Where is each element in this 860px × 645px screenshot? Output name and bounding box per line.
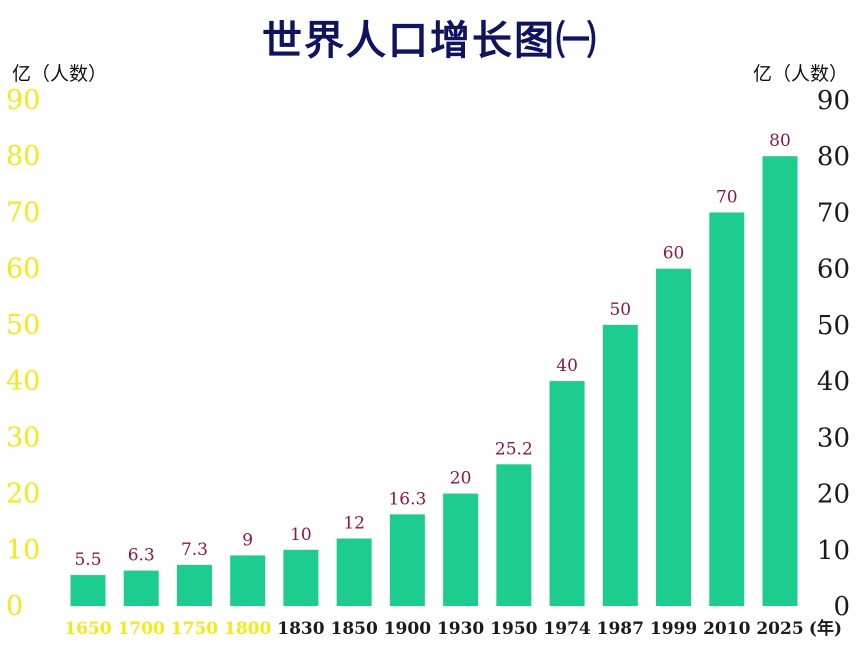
bar xyxy=(602,324,638,606)
bar xyxy=(176,564,212,606)
bar xyxy=(549,381,585,606)
x-tick-label: 1830 xyxy=(277,619,324,639)
chart-title: 世界人口增长图㈠ xyxy=(262,17,598,64)
x-tick-label: 1800 xyxy=(224,619,271,639)
bar-value-label: 16.3 xyxy=(388,489,426,509)
x-tick-label: 2025 xyxy=(756,619,803,639)
bars-group xyxy=(70,156,798,606)
x-tick-label: 1750 xyxy=(171,619,218,639)
left-tick-label: 50 xyxy=(6,310,40,341)
left-axis-ticks: 0 10 20 30 40 50 60 70 80 90 xyxy=(6,85,40,622)
x-tick-label: 1974 xyxy=(543,619,590,639)
bar-value-label: 7.3 xyxy=(181,540,208,560)
right-tick-label: 70 xyxy=(817,198,850,228)
bar xyxy=(336,538,372,606)
bar-value-label: 25.2 xyxy=(495,439,533,459)
right-tick-label: 10 xyxy=(817,536,850,566)
bar-value-label: 20 xyxy=(450,469,472,489)
x-tick-label: 1900 xyxy=(384,619,431,639)
x-tick-label: 2010 xyxy=(703,619,750,639)
x-tick-label: 1930 xyxy=(437,619,484,639)
bar-value-label: 80 xyxy=(769,131,791,151)
value-labels-group: 5.5 6.3 7.3 9 10 12 16.3 20 25.2 40 50 60 70 80 xyxy=(74,131,790,570)
bar xyxy=(230,555,266,606)
bar xyxy=(709,212,745,606)
bar-value-label: 6.3 xyxy=(128,546,155,566)
right-tick-label: 50 xyxy=(817,311,850,341)
left-tick-label: 40 xyxy=(6,366,40,397)
bar xyxy=(389,514,425,606)
left-tick-label: 10 xyxy=(6,535,40,566)
left-tick-label: 60 xyxy=(6,254,40,285)
bar-value-label: 60 xyxy=(663,244,685,264)
left-tick-label: 70 xyxy=(6,197,40,228)
bar xyxy=(762,156,798,606)
right-axis-ticks: 0 10 20 30 40 50 60 70 80 90 xyxy=(817,86,850,622)
x-tick-label: 1650 xyxy=(64,619,111,639)
x-axis-labels: 1650 1700 1750 1800 1830 1850 1900 1930 1950 1974… xyxy=(64,619,803,639)
right-tick-label: 90 xyxy=(817,86,850,116)
x-tick-label: 1987 xyxy=(597,619,644,639)
left-tick-label: 30 xyxy=(6,422,40,453)
left-tick-label: 80 xyxy=(6,141,40,172)
bar xyxy=(283,549,319,606)
bar xyxy=(123,570,159,606)
bar-value-label: 9 xyxy=(242,530,253,550)
left-tick-label: 20 xyxy=(6,479,40,510)
bar-value-label: 5.5 xyxy=(74,550,101,570)
right-tick-label: 30 xyxy=(817,423,850,453)
x-tick-label: 1700 xyxy=(118,619,165,639)
bar-value-label: 10 xyxy=(290,525,312,545)
left-axis-unit: 亿（人数） xyxy=(12,63,107,85)
left-tick-label: 90 xyxy=(6,85,40,116)
x-axis-unit: (年) xyxy=(809,618,842,639)
left-tick-label: 0 xyxy=(6,591,23,622)
bar xyxy=(443,493,479,606)
bar-value-label: 70 xyxy=(716,187,738,207)
bar xyxy=(496,464,532,606)
right-tick-label: 40 xyxy=(817,367,850,397)
right-tick-label: 20 xyxy=(817,480,850,510)
bar-value-label: 50 xyxy=(609,300,631,320)
bar-value-label: 12 xyxy=(343,514,365,534)
bar xyxy=(70,575,106,606)
x-tick-label: 1999 xyxy=(650,619,697,639)
right-tick-label: 80 xyxy=(817,142,850,172)
x-tick-label: 1950 xyxy=(490,619,537,639)
x-tick-label: 1850 xyxy=(330,619,377,639)
bar-value-label: 40 xyxy=(556,356,578,376)
right-tick-label: 0 xyxy=(833,592,850,622)
right-tick-label: 60 xyxy=(817,255,850,285)
bar xyxy=(656,268,692,606)
right-axis-unit: 亿（人数） xyxy=(753,63,848,85)
